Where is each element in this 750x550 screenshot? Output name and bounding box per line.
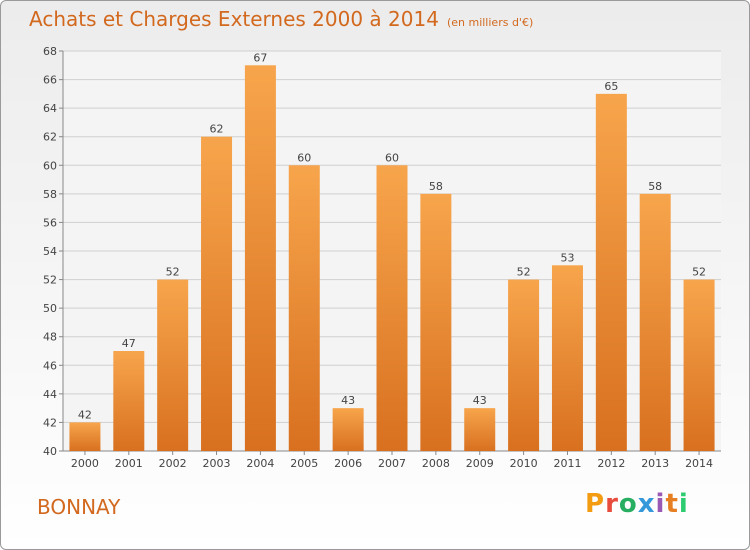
x-tick-label: 2013 bbox=[641, 457, 669, 470]
x-tick-label: 2002 bbox=[159, 457, 187, 470]
bar-2004 bbox=[244, 65, 276, 452]
bar-2014 bbox=[683, 279, 715, 451]
label-layer: 42 47 52 62 67 60 43 60 58 43 52 53 65 58 52 bbox=[78, 51, 706, 421]
y-tick-label: 68 bbox=[43, 45, 57, 58]
data-label: 53 bbox=[560, 251, 574, 264]
y-tick-label: 66 bbox=[43, 74, 57, 87]
chart-title: Achats et Charges Externes 2000 à 2014 (e… bbox=[29, 7, 533, 31]
bar-2007 bbox=[376, 165, 408, 452]
data-label: 60 bbox=[385, 151, 399, 164]
x-tick-label: 2005 bbox=[290, 457, 318, 470]
x-tick-label: 2009 bbox=[466, 457, 494, 470]
bar-layer bbox=[69, 65, 715, 452]
y-tick-label: 56 bbox=[43, 216, 57, 229]
y-tick-label: 48 bbox=[43, 331, 57, 344]
x-tick-label: 2008 bbox=[422, 457, 450, 470]
x-tick-label: 2011 bbox=[553, 457, 581, 470]
y-tick-label: 58 bbox=[43, 188, 57, 201]
location-label: BONNAY bbox=[37, 495, 121, 519]
bar-2006 bbox=[332, 408, 364, 451]
x-tick-label: 2000 bbox=[71, 457, 99, 470]
title-text: Achats et Charges Externes 2000 à 2014 bbox=[29, 7, 439, 31]
bar-2003 bbox=[201, 136, 233, 451]
x-tick-label: 2010 bbox=[510, 457, 538, 470]
data-label: 58 bbox=[648, 180, 662, 193]
bar-2002 bbox=[157, 279, 189, 451]
y-tick-label: 52 bbox=[43, 274, 57, 287]
x-tick-label: 2003 bbox=[203, 457, 231, 470]
proxiti-logo[interactable]: Proxiti bbox=[585, 489, 689, 519]
y-tick-label: 64 bbox=[43, 102, 57, 115]
y-tick-label: 62 bbox=[43, 131, 57, 144]
y-tick-label: 46 bbox=[43, 359, 57, 372]
bar-2011 bbox=[551, 265, 583, 451]
data-label: 65 bbox=[604, 80, 618, 93]
bar-2012 bbox=[595, 93, 627, 451]
bar-2013 bbox=[639, 193, 671, 451]
x-tick-label: 2006 bbox=[334, 457, 362, 470]
data-label: 67 bbox=[253, 51, 267, 64]
data-label: 60 bbox=[297, 151, 311, 164]
chart-subtitle: (en milliers d'€) bbox=[446, 16, 534, 29]
bar-2010 bbox=[508, 279, 540, 451]
x-tick-label: 2014 bbox=[685, 457, 713, 470]
bar-2000 bbox=[69, 422, 101, 451]
data-label: 52 bbox=[517, 266, 531, 279]
logo-letter: o bbox=[618, 489, 638, 519]
bar-2008 bbox=[420, 193, 452, 451]
y-tick-label: 40 bbox=[43, 445, 57, 458]
data-label: 62 bbox=[210, 123, 224, 136]
data-label: 42 bbox=[78, 408, 92, 421]
y-tick-label: 60 bbox=[43, 159, 57, 172]
data-label: 47 bbox=[122, 337, 136, 350]
y-tick-label: 44 bbox=[43, 388, 57, 401]
logo-letter: i bbox=[678, 489, 689, 519]
x-tick-label: 2012 bbox=[597, 457, 625, 470]
bar-2009 bbox=[464, 408, 496, 451]
logo-letter: r bbox=[605, 489, 619, 519]
bar-2001 bbox=[113, 351, 145, 451]
bar-2005 bbox=[288, 165, 320, 452]
data-label: 43 bbox=[473, 394, 487, 407]
x-tick-label: 2004 bbox=[246, 457, 274, 470]
y-tick-label: 54 bbox=[43, 245, 57, 258]
x-tick-label: 2001 bbox=[115, 457, 143, 470]
logo-letter: t bbox=[665, 489, 679, 519]
logo-letter: P bbox=[585, 489, 606, 519]
data-label: 43 bbox=[341, 394, 355, 407]
data-label: 52 bbox=[166, 266, 180, 279]
y-tick-label: 42 bbox=[43, 416, 57, 429]
data-label: 52 bbox=[692, 266, 706, 279]
logo-letter: i bbox=[655, 489, 666, 519]
data-label: 58 bbox=[429, 180, 443, 193]
x-tick-label: 2007 bbox=[378, 457, 406, 470]
logo-letter: x bbox=[637, 489, 656, 519]
y-tick-label: 50 bbox=[43, 302, 57, 315]
